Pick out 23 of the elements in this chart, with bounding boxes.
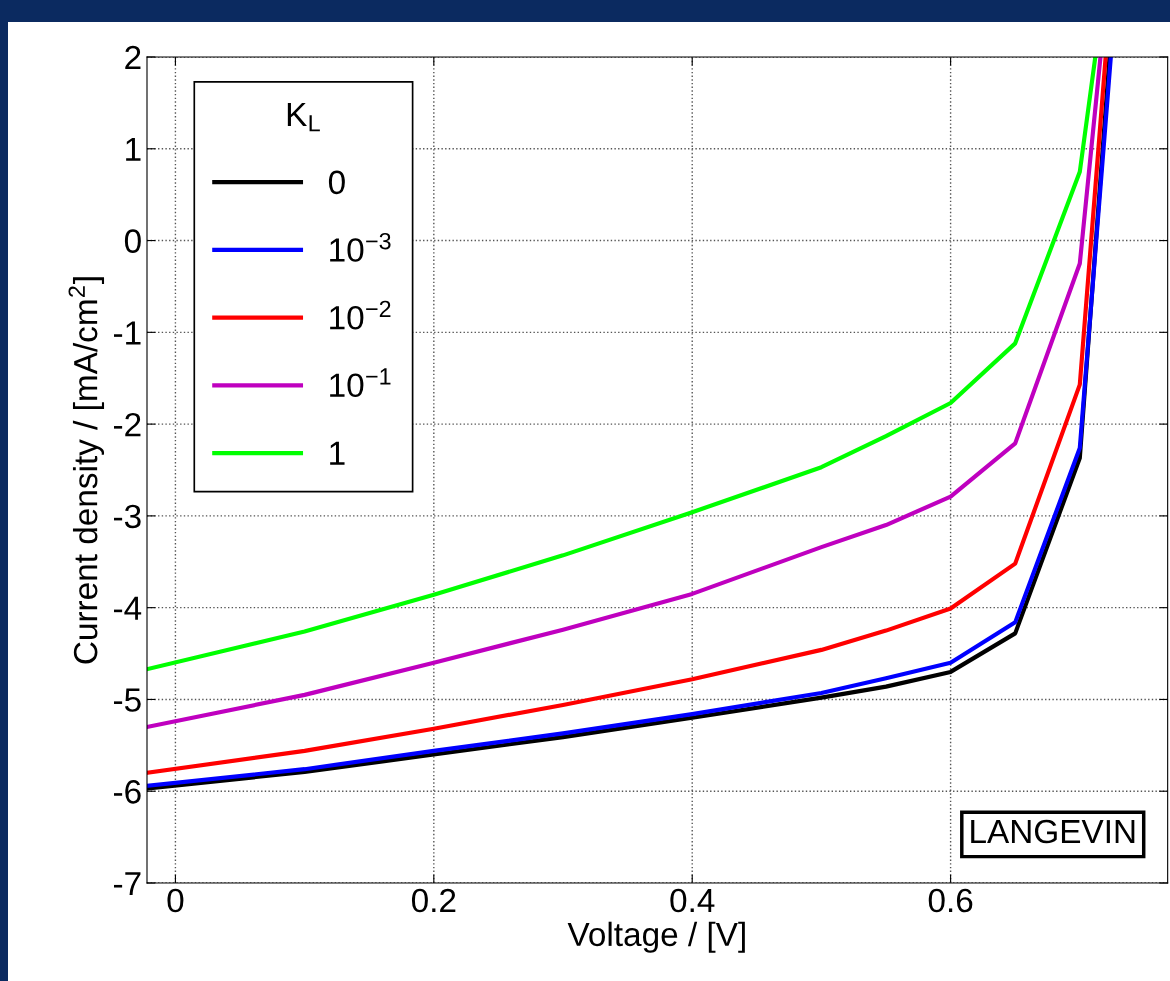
y-tick-label: 0: [124, 229, 141, 253]
y-tick-label: 1: [126, 137, 141, 161]
legend-label: 0: [328, 170, 345, 195]
legend-label: 10$^{−1}$: [330, 368, 391, 398]
x-axis-title: Voltage / [V]: [567, 921, 745, 953]
x-tick-label: 0.6: [928, 888, 973, 913]
legend-label: 10$^{−2}$: [330, 300, 391, 330]
y-tick-label: -1: [113, 321, 141, 345]
y-tick-label: -7: [113, 872, 141, 896]
annotation: LANGEVIN: [971, 819, 1135, 844]
legend-label: 10$^{−3}$: [330, 232, 391, 262]
y-tick-label: -3: [113, 504, 141, 529]
x-tick-label: 0.2: [411, 888, 456, 913]
y-tick-label: -5: [113, 688, 141, 712]
y-tick-label: 2: [125, 45, 141, 70]
y-axis-title: Current density / [mA/cm$^{2}$]: [68, 277, 105, 664]
y-tick-label: -6: [113, 780, 141, 804]
x-tick-label: 0.4: [670, 888, 715, 913]
y-tick-label: -2: [113, 412, 141, 437]
x-tick-label: 0: [167, 888, 184, 913]
y-tick-label: -4: [113, 596, 142, 620]
legend-title: K$_{L}$: [287, 103, 320, 132]
legend-label: 1: [330, 441, 345, 465]
